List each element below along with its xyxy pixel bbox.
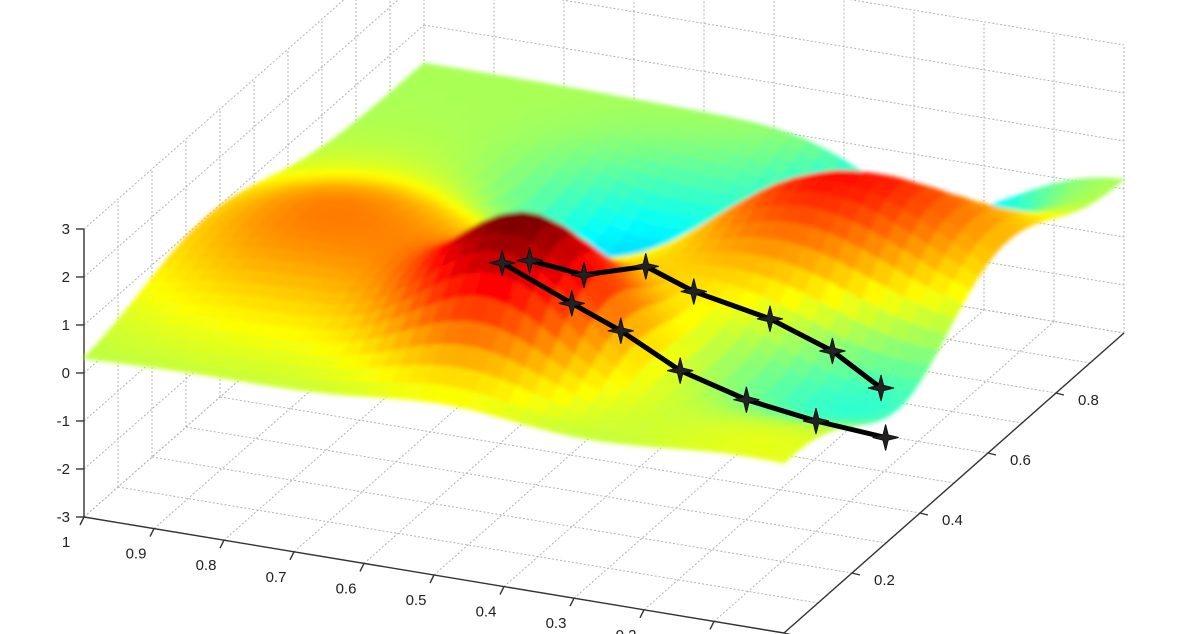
path-marker — [802, 407, 830, 435]
tick-label: 2 — [62, 269, 70, 286]
descent-paths — [489, 247, 899, 451]
path-marker — [632, 253, 659, 280]
path-marker — [516, 247, 543, 274]
y-tick-mark — [851, 572, 861, 576]
tick-label: 0 — [806, 632, 814, 634]
path-marker — [607, 317, 634, 344]
path-marker — [867, 374, 895, 402]
tick-labels: 3210-1-2-310.90.80.70.60.50.40.30.20.100… — [57, 221, 1099, 634]
x-tick-mark — [359, 563, 365, 572]
y-tick-mark — [783, 632, 791, 634]
path-marker — [733, 386, 760, 413]
tick-label: 0.8 — [1078, 392, 1099, 409]
grid-line — [713, 321, 1055, 622]
tick-label: 1 — [62, 317, 70, 334]
path-marker — [667, 357, 694, 384]
grid-line — [151, 456, 853, 574]
path-marker — [872, 424, 899, 451]
y-tick-mark — [1055, 392, 1065, 396]
path-marker — [489, 249, 516, 277]
x-tick-mark — [149, 528, 155, 537]
grid-line — [83, 24, 425, 326]
x-tick-mark — [709, 621, 715, 630]
tick-label: -1 — [57, 413, 70, 430]
tick-label: 0.6 — [1010, 452, 1031, 469]
tick-label: -2 — [57, 461, 70, 478]
surface — [82, 62, 1126, 464]
path-marker — [819, 337, 846, 365]
path-marker — [558, 290, 585, 317]
x-tick-mark — [429, 574, 435, 584]
y-tick-mark — [919, 512, 929, 516]
x-tick-mark — [639, 609, 645, 619]
tick-label: -3 — [57, 509, 70, 526]
x-tick-mark — [79, 516, 85, 526]
tick-label: 0.4 — [476, 604, 497, 621]
y-axis — [783, 332, 1125, 634]
x-tick-mark — [219, 539, 225, 549]
path-marker — [680, 278, 707, 305]
tick-label: 0 — [62, 365, 70, 382]
tick-label: 0.2 — [874, 572, 895, 589]
x-tick-mark — [499, 586, 505, 595]
grid-line — [83, 0, 399, 278]
x-tick-mark — [569, 597, 575, 607]
tick-label: 1 — [62, 534, 70, 551]
tick-label: 0.2 — [616, 627, 637, 634]
y-tick-mark — [987, 452, 997, 456]
tick-label: 0.8 — [196, 557, 217, 574]
tick-label: 0.3 — [546, 615, 567, 632]
path-marker — [756, 305, 784, 332]
surface-patch — [766, 451, 794, 464]
x-tick-mark — [289, 551, 295, 561]
path-marker — [570, 261, 598, 289]
tick-label: 0.6 — [336, 580, 357, 597]
tick-label: 3 — [62, 221, 70, 238]
tick-label: 0.4 — [942, 512, 963, 529]
tick-label: 0.7 — [266, 569, 287, 586]
tick-label: 0.5 — [406, 592, 427, 609]
tick-label: 0.9 — [126, 546, 147, 563]
